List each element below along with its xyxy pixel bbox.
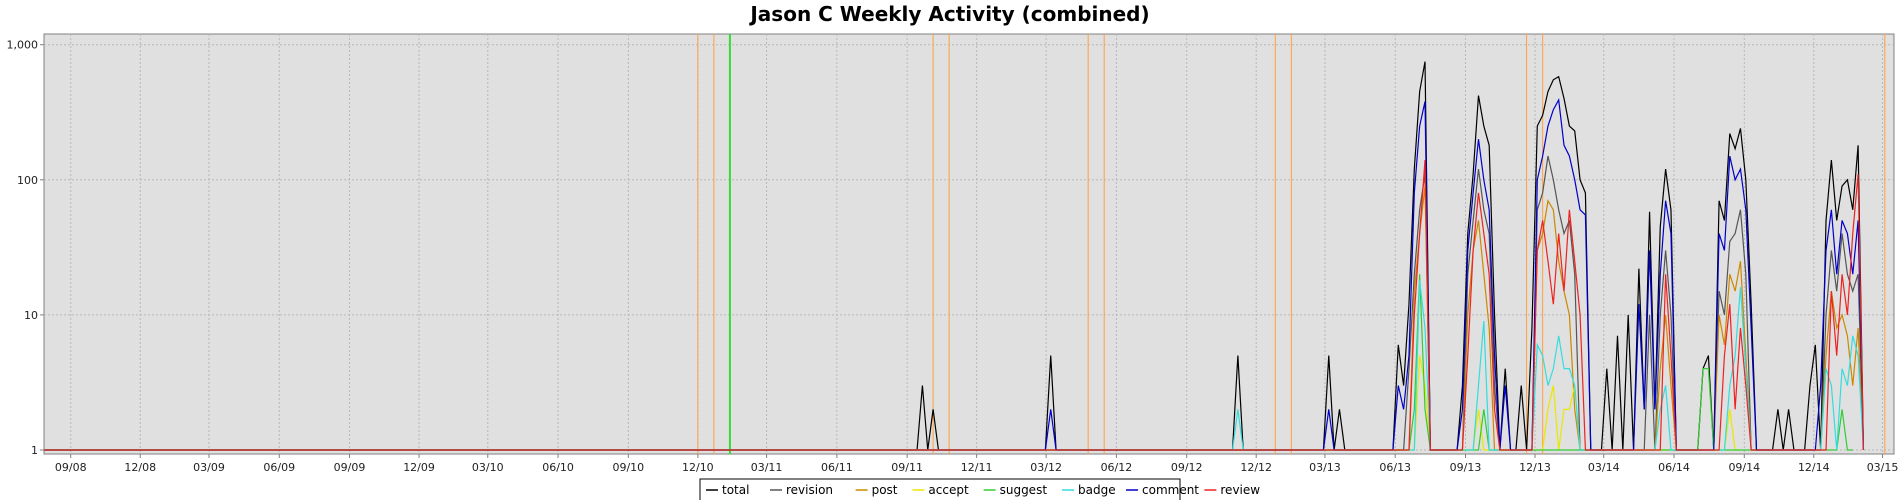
event-lines (697, 34, 1886, 454)
x-tick-label: 03/12 (1030, 461, 1062, 474)
legend-label-revision: revision (786, 483, 833, 497)
x-tick-label: 06/14 (1658, 461, 1690, 474)
y-tick-label: 1 (31, 444, 38, 457)
x-tick-label: 06/11 (821, 461, 853, 474)
legend: total revision post accept suggest badge comme… (699, 478, 1260, 500)
x-tick-label: 12/11 (961, 461, 993, 474)
x-tick-label: 09/14 (1728, 461, 1760, 474)
plot-area (43, 33, 1895, 455)
x-tick-label: 12/08 (124, 461, 156, 474)
y-tick-label: 10 (24, 309, 38, 322)
legend-label-suggest: suggest (1000, 483, 1048, 497)
x-tick-label: 09/11 (891, 461, 923, 474)
x-tick-label: 09/08 (55, 461, 87, 474)
x-tick-label: 09/12 (1171, 461, 1203, 474)
x-tick-label: 12/10 (682, 461, 714, 474)
x-tick-label: 12/12 (1240, 461, 1272, 474)
y-tick-label: 1,000 (7, 39, 39, 52)
x-tick-label: 03/15 (1867, 461, 1899, 474)
x-tick-label: 09/13 (1450, 461, 1482, 474)
series-line-comment (44, 97, 1865, 451)
chart-title: Jason C Weekly Activity (combined) (750, 2, 1150, 26)
legend-label-badge: badge (1078, 483, 1116, 497)
x-tick-label: 06/13 (1379, 461, 1411, 474)
x-tick-label: 12/09 (403, 461, 435, 474)
legend-label-accept: accept (928, 483, 969, 497)
x-tick-label: 06/12 (1101, 461, 1133, 474)
series-layer (44, 61, 1865, 451)
legend-label-post: post (872, 483, 898, 497)
x-tick-label: 03/13 (1309, 461, 1341, 474)
x-tick-label: 03/14 (1588, 461, 1620, 474)
legend-label-comment: comment (1142, 483, 1199, 497)
x-tick-label: 12/13 (1519, 461, 1551, 474)
x-tick-label: 06/09 (263, 461, 295, 474)
axis-layer: 09/08 12/08 03/09 06/09 09/09 12/09 03/10 06/10… (7, 39, 1899, 474)
legend-box (699, 478, 1181, 500)
x-tick-label: 09/09 (334, 461, 366, 474)
series-line-review (44, 160, 1865, 451)
x-tick-label: 03/11 (751, 461, 783, 474)
x-tick-label: 03/10 (472, 461, 504, 474)
y-tick-label: 100 (17, 174, 38, 187)
x-tick-label: 06/10 (542, 461, 574, 474)
legend-label-review: review (1220, 483, 1260, 497)
x-tick-label: 12/14 (1798, 461, 1830, 474)
legend-label-total: total (722, 483, 749, 497)
x-tick-label: 03/09 (193, 461, 225, 474)
x-tick-label: 09/10 (612, 461, 644, 474)
